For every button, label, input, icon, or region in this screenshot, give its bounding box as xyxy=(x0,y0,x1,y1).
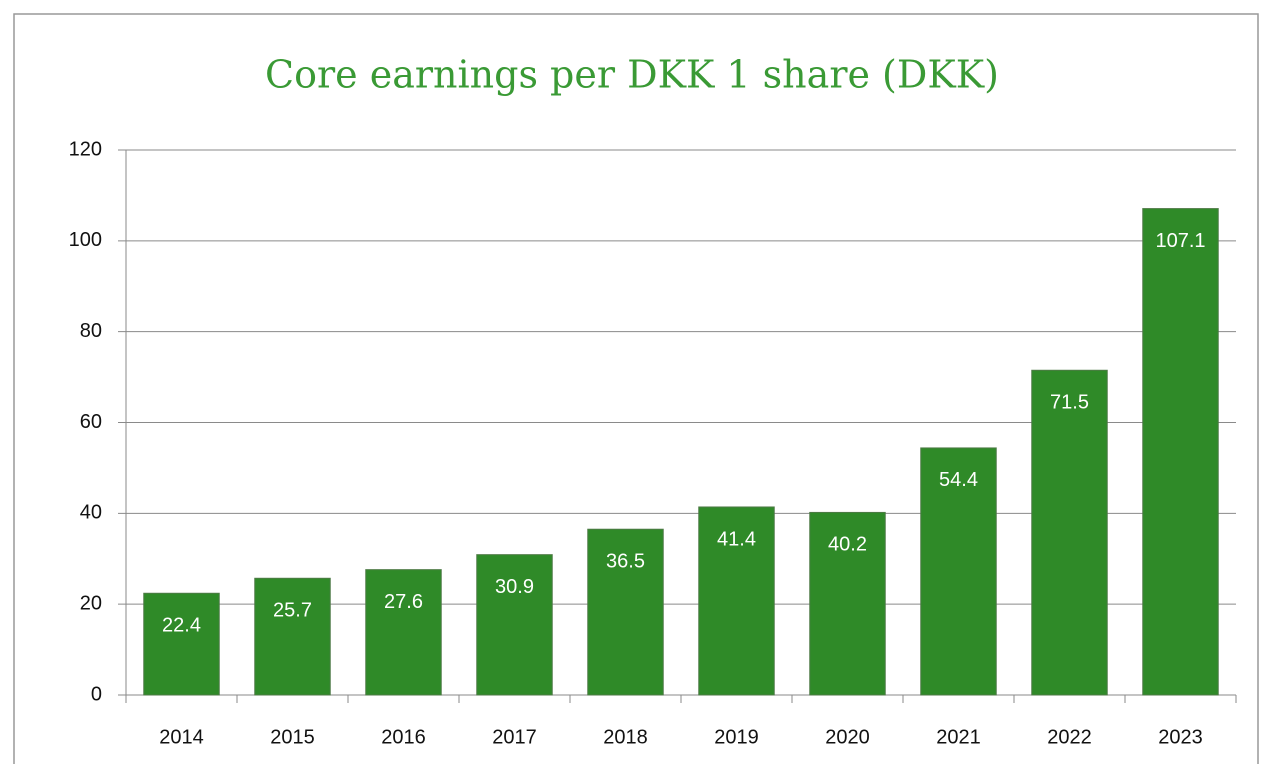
x-tick-label: 2023 xyxy=(1158,726,1203,748)
chart-title: Core earnings per DKK 1 share (DKK) xyxy=(265,53,999,97)
bar xyxy=(809,511,886,696)
bar xyxy=(920,447,997,696)
bar xyxy=(143,592,220,696)
value-label: 36.5 xyxy=(606,551,645,573)
y-tick-label: 20 xyxy=(80,592,102,614)
bar xyxy=(365,569,442,696)
bar xyxy=(476,554,553,696)
x-tick-label: 2016 xyxy=(381,726,426,748)
x-tick-label: 2020 xyxy=(825,726,870,748)
y-tick-label: 40 xyxy=(80,502,102,524)
value-label: 27.6 xyxy=(384,591,423,613)
bar xyxy=(254,577,331,696)
y-tick-label: 80 xyxy=(80,320,102,342)
x-tick-label: 2018 xyxy=(603,726,648,748)
y-tick-label: 0 xyxy=(91,683,102,705)
value-label: 22.4 xyxy=(162,615,201,637)
value-label: 54.4 xyxy=(939,469,978,491)
x-tick-label: 2017 xyxy=(492,726,537,748)
y-tick-label: 120 xyxy=(69,138,102,160)
bar xyxy=(698,506,775,696)
y-tick-label: 60 xyxy=(80,411,102,433)
value-label: 30.9 xyxy=(495,576,534,598)
value-label: 41.4 xyxy=(717,528,756,550)
x-tick-label: 2021 xyxy=(936,726,981,748)
x-tick-label: 2015 xyxy=(270,726,315,748)
y-tick-label: 100 xyxy=(69,229,102,251)
bar xyxy=(587,528,664,696)
x-tick-label: 2014 xyxy=(159,726,204,748)
bar xyxy=(1031,369,1108,696)
frame xyxy=(13,13,1259,764)
value-label: 40.2 xyxy=(828,534,867,556)
value-label: 25.7 xyxy=(273,600,312,622)
bar xyxy=(1142,208,1219,696)
value-label: 107.1 xyxy=(1155,230,1205,252)
x-tick-label: 2022 xyxy=(1047,726,1092,748)
value-label: 71.5 xyxy=(1050,392,1089,414)
x-tick-label: 2019 xyxy=(714,726,759,748)
